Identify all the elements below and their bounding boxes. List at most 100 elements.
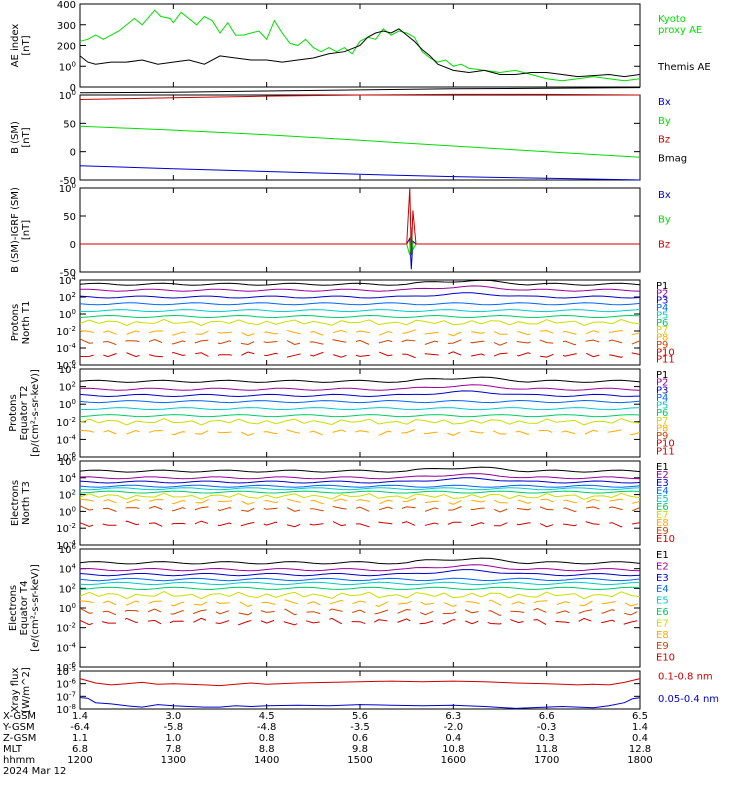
channel-label: P1: [656, 281, 668, 292]
legend-label: Bmag: [658, 153, 687, 164]
channel-label: P2: [656, 288, 668, 299]
y-tick-label: 10-7: [56, 690, 76, 703]
channel-label: E8: [656, 518, 669, 529]
y-tick-label: 100: [59, 505, 76, 518]
series-line-0: [79, 678, 641, 687]
channel-trace-5: [79, 490, 641, 494]
y-tick-label: 0: [70, 148, 76, 159]
x-row-value: 1200: [67, 755, 92, 766]
channel-trace-3: [79, 484, 641, 488]
channel-label: P6: [656, 318, 668, 329]
x-row-value: 1.1: [72, 733, 88, 744]
channel-label: P11: [656, 446, 675, 457]
y-tick-label: 10-8: [56, 703, 76, 716]
channel-label: P10: [656, 347, 675, 358]
channel-trace-1: [79, 473, 641, 480]
y-tick-label: 100: [59, 89, 76, 102]
x-row-value: 6.8: [72, 744, 88, 755]
y-tick-label: 50: [63, 119, 76, 130]
channel-label: E1: [656, 550, 669, 561]
y-tick-label: 102: [59, 291, 76, 304]
y-tick-label: 10-2: [56, 522, 76, 535]
series-line-2: [79, 93, 641, 100]
channel-trace-4: [79, 581, 641, 586]
x-row-value: -3.5: [350, 722, 370, 733]
y-tick-label: 102: [59, 489, 76, 502]
channel-label: E2: [656, 561, 669, 572]
x-row-value: 5.6: [352, 711, 368, 722]
panel-frame: [79, 460, 641, 546]
channel-label: P9: [656, 340, 668, 351]
channel-label: P11: [656, 355, 675, 366]
y-axis-label: Equator T2: [19, 386, 30, 441]
channel-trace-6: [79, 492, 641, 500]
channel-trace-0: [79, 466, 641, 473]
panel-frame: [79, 368, 641, 458]
legend-label: Kyoto: [658, 14, 686, 25]
y-tick-label: 104: [59, 363, 77, 376]
channel-label: E7: [656, 618, 669, 629]
channel-label: P4: [656, 303, 668, 314]
x-row-value: 0.8: [259, 733, 275, 744]
channel-label: E2: [656, 470, 669, 481]
channel-label: P7: [656, 416, 668, 427]
channel-label: P3: [656, 385, 668, 396]
y-tick-label: -50: [60, 268, 76, 279]
y-tick-label: 200: [57, 42, 76, 53]
series-line-1: [79, 28, 641, 78]
channel-trace-2: [79, 477, 641, 484]
panel-5: 10-6 10-4 10-2 100 102 104 Protons Equator T2 [p…: [8, 363, 675, 464]
channel-trace-3: [79, 399, 641, 404]
channel-label: P9: [656, 431, 668, 442]
x-row-value: -2.0: [444, 722, 464, 733]
panel-8: 10-810-710-610-5 Xray flux [W/m^2] 0.1-0.8 …: [10, 665, 719, 716]
legend-label: Bz: [658, 135, 670, 146]
x-row-value: 0.4: [445, 733, 461, 744]
y-axis-label: AE index: [10, 24, 21, 68]
channel-label: E8: [656, 630, 669, 641]
y-axis-label: [p/(cm²-s-sr-keV)]: [30, 369, 41, 457]
x-row-value: 6.5: [632, 711, 648, 722]
channel-trace-1: [79, 384, 641, 391]
legend-label: proxy AE: [658, 25, 702, 36]
x-row-label: Z-GSM: [3, 733, 36, 744]
y-axis-label: Protons: [10, 304, 21, 341]
y-axis-label: Equator T4: [19, 581, 30, 636]
channel-label: P4: [656, 393, 668, 404]
y-axis-label: [nT]: [21, 35, 32, 55]
y-tick-label: 106: [59, 455, 77, 468]
x-row-value: 0.3: [539, 733, 555, 744]
y-axis-label: Electrons: [10, 480, 21, 526]
channel-trace-4: [79, 407, 641, 411]
x-row-value: 11.8: [536, 744, 558, 755]
channel-label: E1: [656, 462, 669, 473]
x-row-value: 1500: [347, 755, 372, 766]
channel-label: E7: [656, 510, 669, 521]
channel-trace-2: [79, 569, 641, 577]
legend-label: By: [658, 215, 671, 226]
series-line-1: [79, 125, 641, 158]
channel-trace-5: [79, 314, 641, 319]
legend-label: 0.1-0.8 nm: [658, 671, 713, 682]
channel-trace-4: [79, 309, 641, 313]
y-tick-label: 10-2: [56, 622, 76, 635]
y-axis-label: Protons: [8, 394, 19, 431]
channel-label: P2: [656, 378, 668, 389]
y-axis-label: [nT]: [21, 220, 32, 240]
channel-label: E10: [656, 534, 675, 545]
x-row-value: 0.6: [352, 733, 368, 744]
x-row-value: 1400: [254, 755, 279, 766]
y-tick-label: 10-4: [56, 342, 76, 355]
channel-trace-5: [79, 586, 641, 591]
panel-3: -50 0 50 100 B (SM)-IGRF (SM) [nT] Bx By Bz: [10, 182, 671, 279]
y-tick-label: 0: [70, 240, 76, 251]
y-tick-label: 10-2: [56, 416, 76, 429]
panel-frame: [79, 670, 641, 710]
channel-label: P1: [656, 370, 668, 381]
x-row-value: 1600: [441, 755, 466, 766]
x-row-value: 10.8: [442, 744, 464, 755]
y-tick-label: 104: [59, 274, 77, 287]
y-tick-label: 300: [57, 21, 76, 32]
